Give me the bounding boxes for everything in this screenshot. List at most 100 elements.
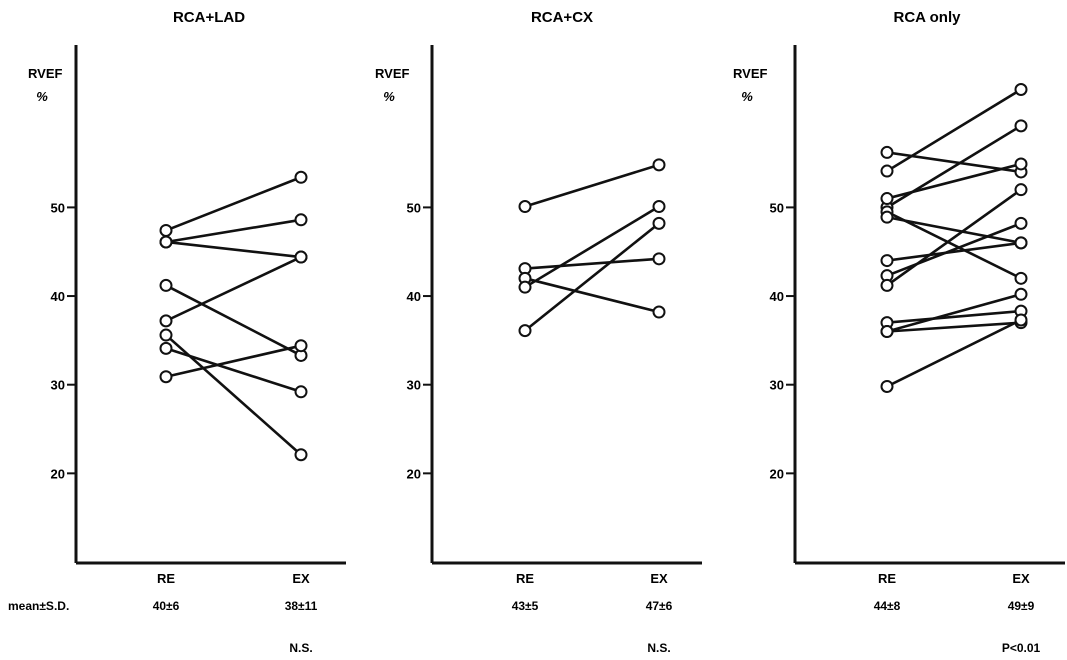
data-point-re [880,164,894,178]
y-tick-label: 50 [51,200,65,215]
data-point-ex [294,170,308,184]
data-point-ex [294,213,308,227]
significance-label: N.S. [289,641,312,655]
series-line [886,162,1022,200]
series-line [886,318,1022,388]
y-tick-label: 50 [407,200,421,215]
data-point-re [159,223,173,237]
data-point-re [880,325,894,339]
data-point-ex [294,339,308,353]
significance-label: P<0.01 [1002,641,1041,655]
series-line [165,255,302,323]
x-category-label: EX [292,571,310,586]
y-axis-unit: % [383,89,395,104]
y-tick-label: 20 [407,466,421,481]
series-line [165,334,302,456]
data-point-ex [1014,313,1028,327]
data-point-re [518,200,532,214]
data-point-re [159,341,173,355]
series-line [165,344,302,378]
mean-sd-row-label: mean±S.D. [8,599,69,613]
y-axis-unit: % [36,89,48,104]
data-point-ex [652,305,666,319]
series-line [886,321,1022,333]
data-point-re [518,280,532,294]
data-point-ex [652,200,666,214]
data-point-re [880,254,894,268]
data-point-ex [1014,183,1028,197]
series-line [165,347,302,394]
mean-sd-value: 43±5 [512,599,539,613]
data-point-ex [294,250,308,264]
y-tick-label: 30 [51,378,65,393]
x-category-label: RE [878,571,896,586]
series-line [886,124,1022,209]
data-point-re [880,192,894,206]
mean-sd-value: 38±11 [285,599,318,613]
panel-title: RCA+LAD [173,9,245,26]
series-line [886,241,1022,262]
y-tick-label: 30 [407,378,421,393]
y-axis-label: RVEF [375,66,409,81]
panel-title: RCA only [894,9,962,26]
data-point-ex [1014,236,1028,250]
series-line [165,218,302,244]
panel-title: RCA+CX [531,9,593,26]
data-point-re [159,314,173,328]
data-point-re [880,278,894,292]
data-point-ex [294,448,308,462]
y-axis-label: RVEF [733,66,767,81]
significance-label: N.S. [647,641,670,655]
x-category-label: RE [157,571,175,586]
y-tick-label: 20 [51,466,65,481]
y-tick-label: 30 [770,378,784,393]
data-point-ex [652,252,666,266]
series-line [886,309,1022,324]
series-line [886,293,1022,333]
data-point-re [880,145,894,159]
data-point-ex [1014,82,1028,96]
series-line [886,215,1022,245]
x-category-label: EX [650,571,668,586]
y-tick-label: 50 [770,200,784,215]
series-line [886,188,1022,287]
data-point-ex [1014,271,1028,285]
data-point-ex [652,216,666,230]
series-line [524,277,660,314]
y-axis-unit: % [741,89,753,104]
data-point-re [159,328,173,342]
data-point-ex [1014,119,1028,133]
series-line [524,257,660,270]
series-line [886,222,1022,277]
y-tick-label: 40 [770,289,784,304]
y-axis-label: RVEF [28,66,62,81]
data-point-re [880,379,894,393]
y-tick-label: 40 [407,289,421,304]
data-point-re [159,235,173,249]
mean-sd-value: 44±8 [874,599,901,613]
data-point-ex [1014,287,1028,301]
x-category-label: EX [1012,571,1030,586]
data-point-re [518,324,532,338]
data-point-re [880,210,894,224]
series-line [886,88,1022,173]
mean-sd-value: 40±6 [153,599,180,613]
series-line [165,284,302,357]
series-line [886,210,1022,280]
data-point-re [159,370,173,384]
data-point-ex [1014,216,1028,230]
y-tick-label: 20 [770,466,784,481]
series-line [524,205,660,289]
y-tick-label: 40 [51,289,65,304]
series-line [524,222,660,332]
series-line [165,176,302,232]
data-point-ex [1014,157,1028,171]
data-point-ex [294,385,308,399]
series-line [165,240,302,259]
data-point-re [159,278,173,292]
x-category-label: RE [516,571,534,586]
data-point-ex [652,158,666,172]
series-line [524,163,660,208]
mean-sd-value: 47±6 [646,599,673,613]
